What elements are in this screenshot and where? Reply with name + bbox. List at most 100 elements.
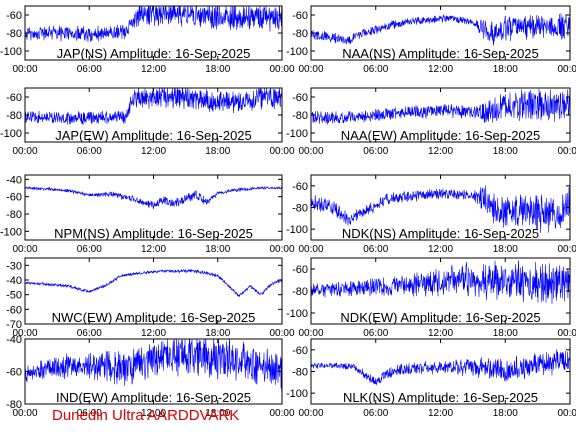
- amplitude-trace: [25, 339, 282, 392]
- x-tick-label: 06:00: [363, 64, 388, 75]
- x-tick-label: 06:00: [363, 408, 388, 419]
- amplitude-trace: [25, 268, 282, 297]
- chart-title: JAP(NS) Amplitude: 16-Sep-2025: [57, 46, 251, 61]
- x-tick-label: 00:00: [298, 328, 323, 339]
- chart-title: JAP(EW) Amplitude: 16-Sep-2025: [55, 128, 252, 143]
- x-tick-label: 12:00: [141, 408, 166, 419]
- chart-panel-5: -40 -60 -80 -100 00:00 06:00 12:00 18:00 00:00 NP…: [0, 174, 295, 255]
- y-tick-label: -100: [286, 128, 308, 140]
- chart-panel-6: -60 -80 -100 00:00 06:00 12:00 18:00 00:00 NDK(N…: [286, 174, 576, 255]
- x-tick-label: 12:00: [141, 64, 166, 75]
- chart-panel-1: -60 -80 -100 00:00 06:00 12:00 18:00 00:00 JAP(N…: [0, 5, 295, 75]
- y-tick-label: -60: [6, 367, 22, 379]
- y-tick-label: -80: [6, 28, 22, 40]
- y-tick-label: -60: [292, 264, 308, 276]
- x-tick-label: 06:00: [363, 328, 388, 339]
- chart-title: NLK(NS) Amplitude: 16-Sep-2025: [343, 390, 538, 405]
- y-tick-label: -80: [292, 110, 308, 122]
- x-tick-label: 00:00: [557, 64, 576, 75]
- y-tick-label: -40: [6, 334, 22, 346]
- chart-title: NPM(NS) Amplitude: 16-Sep-2025: [54, 226, 253, 241]
- x-tick-label: 00:00: [557, 328, 576, 339]
- chart-panel-10: -60 -80 -100 00:00 06:00 12:00 18:00 00:00 NLK(N…: [286, 338, 576, 419]
- y-tick-label: -40: [6, 174, 22, 186]
- y-tick-label: -100: [286, 46, 308, 58]
- y-tick-label: -60: [292, 181, 308, 193]
- y-tick-label: -30: [6, 260, 22, 272]
- x-tick-label: 00:00: [298, 244, 323, 255]
- y-tick-label: -60: [292, 92, 308, 104]
- chart-panel-3: -60 -80 -100 00:00 06:00 12:00 18:00 00:00 JAP(E…: [0, 87, 295, 157]
- y-tick-label: -50: [6, 290, 22, 302]
- x-tick-label: 00:00: [269, 64, 294, 75]
- x-tick-label: 18:00: [205, 146, 230, 157]
- x-tick-label: 06:00: [77, 328, 102, 339]
- x-tick-label: 12:00: [141, 244, 166, 255]
- x-tick-label: 12:00: [428, 244, 453, 255]
- y-tick-label: -80: [292, 203, 308, 215]
- y-tick-label: -100: [0, 46, 22, 58]
- amplitude-trace: [311, 88, 570, 125]
- x-tick-label: 06:00: [363, 146, 388, 157]
- x-tick-label: 00:00: [12, 408, 37, 419]
- x-tick-label: 18:00: [493, 328, 518, 339]
- y-tick-label: -60: [6, 192, 22, 204]
- x-tick-label: 12:00: [428, 328, 453, 339]
- x-tick-label: 00:00: [12, 328, 37, 339]
- y-tick-label: -60: [6, 304, 22, 316]
- chart-title: NWC(EW) Amplitude: 16-Sep-2025: [52, 310, 256, 325]
- x-tick-label: 00:00: [269, 146, 294, 157]
- y-tick-label: -60: [292, 345, 308, 357]
- y-tick-label: -100: [286, 308, 308, 320]
- x-tick-label: 06:00: [363, 244, 388, 255]
- x-tick-label: 00:00: [298, 64, 323, 75]
- chart-title: NDK(NS) Amplitude: 16-Sep-2025: [342, 226, 539, 241]
- x-tick-label: 18:00: [493, 408, 518, 419]
- amplitude-trace: [311, 349, 570, 386]
- x-tick-label: 00:00: [269, 408, 294, 419]
- y-tick-label: -100: [0, 226, 22, 238]
- y-tick-label: -80: [6, 399, 22, 411]
- x-tick-label: 18:00: [493, 64, 518, 75]
- y-tick-label: -100: [286, 224, 308, 236]
- x-tick-label: 00:00: [269, 328, 294, 339]
- x-tick-label: 00:00: [12, 244, 37, 255]
- y-tick-label: -80: [292, 28, 308, 40]
- x-tick-label: 18:00: [205, 328, 230, 339]
- x-tick-label: 18:00: [205, 408, 230, 419]
- x-tick-label: 12:00: [141, 146, 166, 157]
- x-tick-label: 00:00: [298, 146, 323, 157]
- chart-title: IND(EW) Amplitude: 16-Sep-2025: [56, 390, 251, 405]
- x-tick-label: 18:00: [493, 146, 518, 157]
- y-tick-label: -80: [6, 110, 22, 122]
- y-tick-label: -60: [292, 10, 308, 22]
- x-tick-label: 00:00: [557, 408, 576, 419]
- y-tick-label: -60: [6, 92, 22, 104]
- x-tick-label: 00:00: [298, 408, 323, 419]
- x-tick-label: 00:00: [557, 244, 576, 255]
- x-tick-label: 00:00: [12, 64, 37, 75]
- y-tick-label: -80: [292, 286, 308, 298]
- amplitude-trace: [25, 88, 282, 126]
- chart-title: NAA(EW) Amplitude: 16-Sep-2025: [341, 128, 540, 143]
- x-tick-label: 06:00: [77, 244, 102, 255]
- y-tick-label: -100: [286, 388, 308, 400]
- amplitude-trace: [25, 185, 282, 210]
- x-tick-label: 00:00: [557, 146, 576, 157]
- chart-title: NDK(EW) Amplitude: 16-Sep-2025: [340, 310, 540, 325]
- chart-title: NAA(NS) Amplitude: 16-Sep-2025: [342, 46, 539, 61]
- x-tick-label: 12:00: [141, 328, 166, 339]
- x-tick-label: 00:00: [12, 146, 37, 157]
- x-tick-label: 00:00: [269, 244, 294, 255]
- y-tick-label: -80: [292, 367, 308, 379]
- y-tick-label: -70: [6, 319, 22, 331]
- amplitude-trace: [311, 260, 570, 304]
- chart-panel-2: -60 -80 -100 00:00 06:00 12:00 18:00 00:00 NAA(N…: [286, 5, 576, 75]
- y-tick-label: -80: [6, 209, 22, 221]
- x-tick-label: 18:00: [493, 244, 518, 255]
- chart-panel-8: -60 -80 -100 00:00 06:00 12:00 18:00 00:00 NDK(E…: [286, 257, 576, 339]
- y-tick-label: -40: [6, 275, 22, 287]
